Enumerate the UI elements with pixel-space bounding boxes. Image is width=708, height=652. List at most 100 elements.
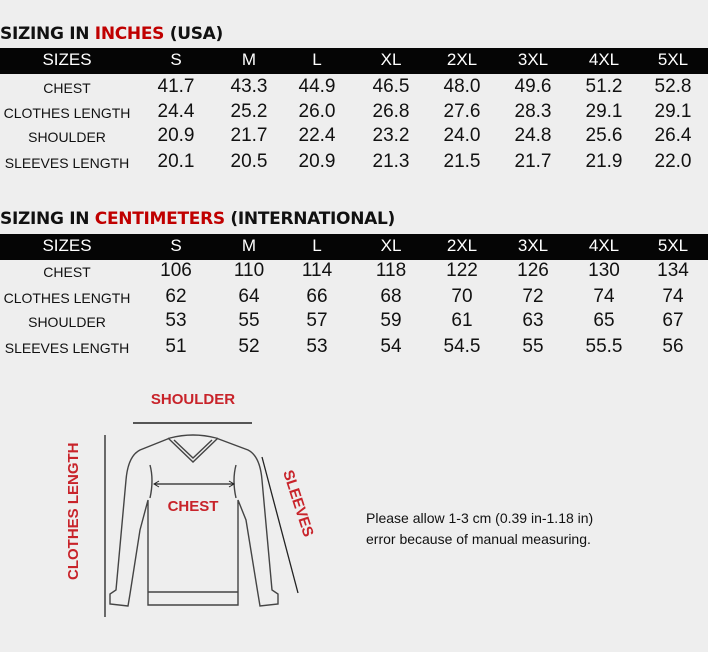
value-cell: 64 xyxy=(238,286,260,307)
value-cell: 53 xyxy=(165,310,187,331)
header-cell: XL xyxy=(380,50,402,69)
title-prefix: SIZING IN xyxy=(0,209,95,229)
value-cell: 24.8 xyxy=(514,125,552,146)
value-cell: 126 xyxy=(517,260,549,281)
table-row: SLEEVES LENGTH 20.1 20.5 20.9 21.3 21.5 21.7 21… xyxy=(0,151,708,176)
value-cell: 46.5 xyxy=(372,76,410,97)
table-row: CHEST 41.7 43.3 44.9 46.5 48.0 49.6 51.2 52.8 xyxy=(0,76,708,101)
value-cell: 55 xyxy=(522,336,544,357)
value-cell: 54.5 xyxy=(443,336,481,357)
value-cell: 43.3 xyxy=(230,76,268,97)
table-row: SHOULDER 53 55 57 59 61 63 65 67 xyxy=(0,310,708,335)
value-cell: 61 xyxy=(451,310,473,331)
row-label: SHOULDER xyxy=(28,314,106,330)
shoulder-label: SHOULDER xyxy=(151,391,235,408)
value-cell: 114 xyxy=(301,260,333,281)
header-cell: SIZES xyxy=(42,50,92,69)
value-cell: 53 xyxy=(306,336,328,357)
value-cell: 20.5 xyxy=(230,151,268,172)
value-cell: 74 xyxy=(662,286,684,307)
value-cell: 62 xyxy=(165,286,187,307)
value-cell: 25.6 xyxy=(585,125,623,146)
value-cell: 20.1 xyxy=(157,151,195,172)
header-cell: L xyxy=(312,236,322,255)
value-cell: 51.2 xyxy=(585,76,623,97)
value-cell: 41.7 xyxy=(157,76,195,97)
header-cell: L xyxy=(312,50,322,69)
value-cell: 25.2 xyxy=(230,101,268,122)
title-unit: CENTIMETERS xyxy=(94,209,225,229)
header-cell: M xyxy=(241,50,257,69)
sleeve-line xyxy=(261,456,299,594)
row-label: SLEEVES LENGTH xyxy=(4,340,130,356)
value-cell: 28.3 xyxy=(514,101,552,122)
value-cell: 21.7 xyxy=(514,151,552,172)
table-header: SIZES S M L XL 2XL 3XL 4XL 5XL xyxy=(0,234,708,260)
row-label: SHOULDER xyxy=(28,129,106,145)
table-row: SHOULDER 20.9 21.7 22.4 23.2 24.0 24.8 25.6 26.4 xyxy=(0,125,708,150)
header-cell: M xyxy=(241,236,257,255)
title-unit: INCHES xyxy=(94,24,165,44)
value-cell: 44.9 xyxy=(298,76,336,97)
sweater-illustration: SHOULDER CHEST CLOTHES LENGTH SLEEVES xyxy=(65,391,317,617)
header-cell: SIZES xyxy=(42,236,92,255)
value-cell: 63 xyxy=(522,310,544,331)
value-cell: 65 xyxy=(593,310,615,331)
value-cell: 55 xyxy=(238,310,260,331)
value-cell: 57 xyxy=(306,310,328,331)
value-cell: 59 xyxy=(380,310,402,331)
header-cell: 4XL xyxy=(588,236,620,255)
header-cell: 5XL xyxy=(657,50,689,69)
value-cell: 66 xyxy=(306,286,328,307)
table-title: SIZING IN INCHES (USA) xyxy=(0,24,223,44)
value-cell: 52 xyxy=(238,336,260,357)
header-cell: 5XL xyxy=(657,236,689,255)
value-cell: 21.7 xyxy=(230,125,268,146)
value-cell: 26.8 xyxy=(372,101,410,122)
value-cell: 24.4 xyxy=(157,101,195,122)
row-label: CHEST xyxy=(43,264,91,280)
value-cell: 55.5 xyxy=(585,336,623,357)
title-prefix: SIZING IN xyxy=(0,24,95,44)
measurement-note: Please allow 1-3 cm (0.39 in-1.18 in) er… xyxy=(366,508,593,550)
row-label: CHEST xyxy=(43,80,91,96)
note-line-1: Please allow 1-3 cm (0.39 in-1.18 in) xyxy=(366,510,594,526)
note-line-2: error because of manual measuring. xyxy=(366,531,591,547)
row-label: SLEEVES LENGTH xyxy=(4,155,130,171)
table-title: SIZING IN CENTIMETERS (INTERNATIONAL) xyxy=(0,209,395,229)
value-cell: 54 xyxy=(380,336,402,357)
table-row: SLEEVES LENGTH 51 52 53 54 54.5 55 55.5 56 xyxy=(0,336,708,361)
table-row: CHEST 106 110 114 118 122 126 130 134 xyxy=(0,260,708,285)
value-cell: 20.9 xyxy=(298,151,336,172)
header-cell: 2XL xyxy=(446,236,478,255)
header-cell: 2XL xyxy=(446,50,478,69)
header-cell: 4XL xyxy=(588,50,620,69)
value-cell: 68 xyxy=(380,286,402,307)
value-cell: 22.0 xyxy=(654,151,692,172)
header-cell: S xyxy=(170,236,182,255)
table-row: CLOTHES LENGTH 62 64 66 68 70 72 74 74 xyxy=(0,286,708,311)
table-row: CLOTHES LENGTH 24.4 25.2 26.0 26.8 27.6 28.3 29… xyxy=(0,101,708,126)
row-label: CLOTHES LENGTH xyxy=(3,105,131,121)
value-cell: 130 xyxy=(588,260,620,281)
value-cell: 74 xyxy=(593,286,615,307)
header-cell: 3XL xyxy=(517,50,549,69)
value-cell: 122 xyxy=(446,260,478,281)
value-cell: 21.3 xyxy=(372,151,410,172)
clothes-length-label: CLOTHES LENGTH xyxy=(65,443,82,581)
value-cell: 52.8 xyxy=(654,76,692,97)
title-suffix: (USA) xyxy=(164,24,224,44)
value-cell: 26.0 xyxy=(298,101,336,122)
row-label: CLOTHES LENGTH xyxy=(3,290,131,306)
value-cell: 21.5 xyxy=(443,151,481,172)
table-header: SIZES S M L XL 2XL 3XL 4XL 5XL xyxy=(0,48,708,74)
value-cell: 67 xyxy=(662,310,684,331)
title-suffix: (INTERNATIONAL) xyxy=(224,209,395,229)
value-cell: 29.1 xyxy=(585,101,623,122)
value-cell: 20.9 xyxy=(157,125,195,146)
value-cell: 134 xyxy=(657,260,689,281)
value-cell: 22.4 xyxy=(298,125,336,146)
value-cell: 27.6 xyxy=(443,101,481,122)
value-cell: 70 xyxy=(451,286,473,307)
value-cell: 21.9 xyxy=(585,151,623,172)
